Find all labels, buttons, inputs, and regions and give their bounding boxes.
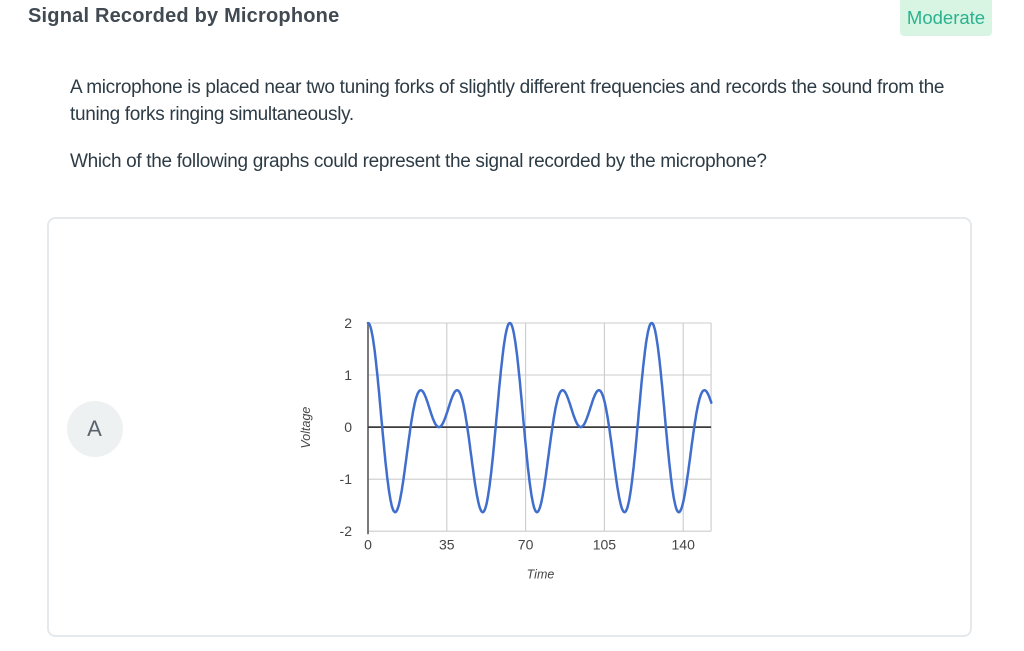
svg-text:-2: -2: [340, 523, 353, 539]
svg-text:Voltage: Voltage: [299, 407, 313, 449]
svg-text:2: 2: [344, 315, 352, 331]
svg-text:1: 1: [344, 367, 352, 383]
svg-text:0: 0: [344, 419, 352, 435]
svg-text:-1: -1: [340, 471, 353, 487]
svg-text:70: 70: [518, 536, 534, 552]
svg-text:0: 0: [364, 536, 372, 552]
svg-text:35: 35: [439, 536, 455, 552]
svg-text:Time: Time: [527, 568, 555, 582]
svg-text:140: 140: [672, 536, 696, 552]
svg-text:105: 105: [593, 536, 617, 552]
